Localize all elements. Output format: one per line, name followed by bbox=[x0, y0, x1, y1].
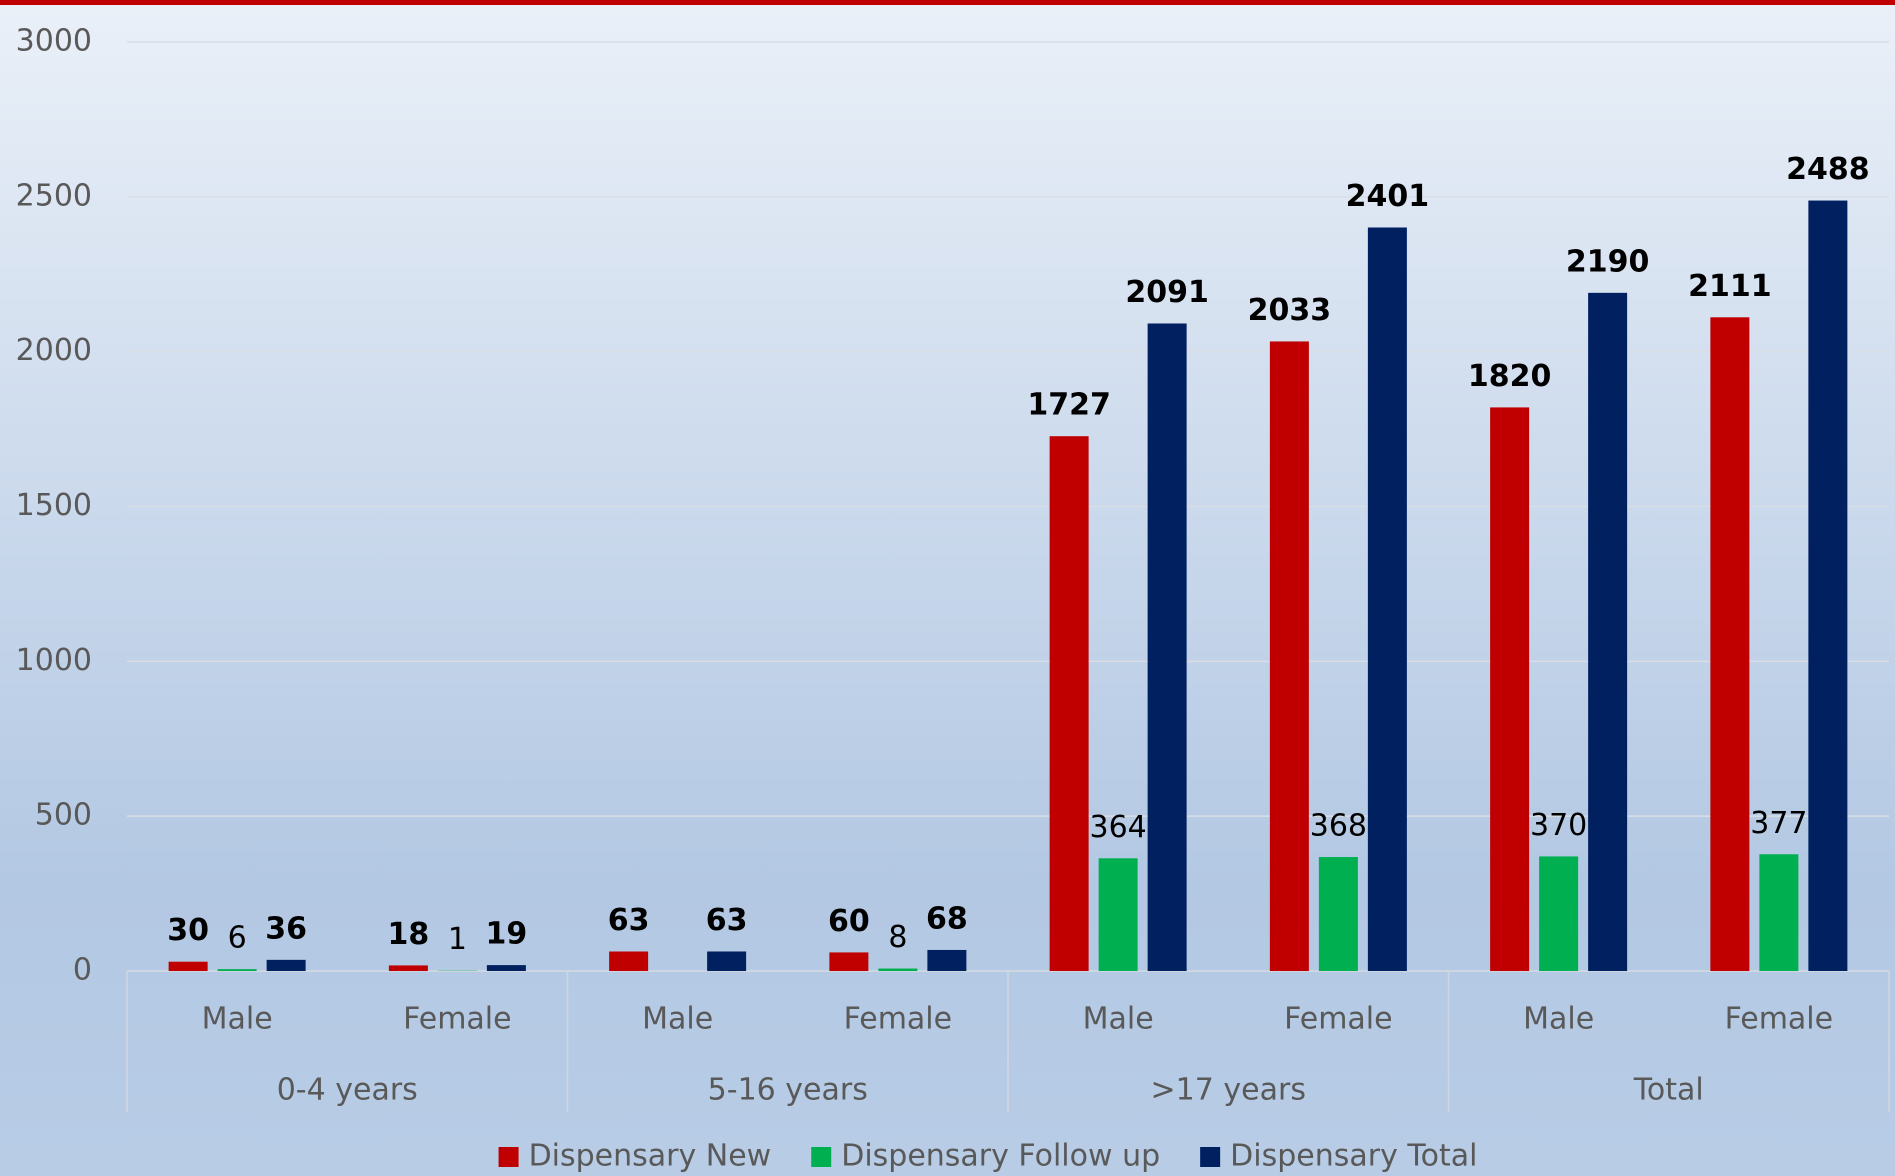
data-label: 2488 bbox=[1786, 152, 1870, 187]
legend-label: Dispensary Total bbox=[1230, 1139, 1477, 1174]
bar bbox=[1710, 317, 1750, 971]
data-label: 1820 bbox=[1468, 359, 1552, 394]
legend-swatch bbox=[498, 1147, 519, 1167]
bar bbox=[1049, 436, 1089, 971]
data-label: 68 bbox=[926, 901, 968, 936]
data-label: 6 bbox=[228, 921, 247, 956]
data-label: 368 bbox=[1310, 809, 1367, 844]
y-tick-label: 0 bbox=[73, 953, 92, 988]
bar bbox=[1539, 856, 1579, 971]
bar bbox=[168, 961, 208, 971]
data-label: 2401 bbox=[1346, 179, 1430, 214]
group-label: Total bbox=[1633, 1073, 1704, 1108]
bar bbox=[1808, 200, 1848, 972]
data-label: 18 bbox=[388, 917, 430, 952]
data-label: 36 bbox=[265, 911, 307, 946]
data-label: 19 bbox=[486, 917, 528, 952]
group-label: >17 years bbox=[1151, 1073, 1306, 1108]
data-label: 2190 bbox=[1566, 244, 1650, 279]
bar bbox=[1269, 341, 1309, 972]
data-label: 8 bbox=[888, 920, 907, 955]
bar bbox=[1098, 858, 1138, 971]
y-tick-label: 2500 bbox=[16, 178, 92, 213]
bar bbox=[878, 968, 918, 971]
bar bbox=[1367, 227, 1407, 971]
bar bbox=[707, 951, 747, 971]
data-label: 377 bbox=[1750, 806, 1807, 841]
data-label: 2111 bbox=[1688, 269, 1772, 304]
group-label: 0-4 years bbox=[277, 1073, 418, 1108]
group-label: 5-16 years bbox=[708, 1073, 868, 1108]
data-label: 60 bbox=[828, 904, 870, 939]
bar bbox=[1490, 407, 1530, 971]
bar bbox=[927, 949, 967, 971]
x-tick-label: Male bbox=[1083, 1002, 1154, 1037]
x-tick-label: Male bbox=[202, 1002, 273, 1037]
y-tick-label: 1000 bbox=[16, 643, 92, 678]
bar bbox=[1588, 292, 1628, 972]
top-rule bbox=[0, 0, 1895, 5]
y-tick-label: 500 bbox=[35, 798, 92, 833]
data-label: 2091 bbox=[1125, 275, 1209, 310]
bar bbox=[1318, 857, 1358, 971]
legend-label: Dispensary New bbox=[529, 1139, 772, 1174]
legend-swatch bbox=[1200, 1147, 1221, 1167]
data-label: 364 bbox=[1089, 810, 1146, 845]
bar bbox=[388, 965, 428, 971]
bar bbox=[829, 952, 869, 971]
data-label: 63 bbox=[706, 903, 748, 938]
bar bbox=[217, 969, 257, 971]
legend-swatch bbox=[811, 1147, 832, 1167]
legend-label: Dispensary Follow up bbox=[841, 1139, 1160, 1174]
x-tick-label: Female bbox=[1725, 1002, 1833, 1037]
bar bbox=[1759, 854, 1799, 971]
data-label: 63 bbox=[608, 903, 650, 938]
bar bbox=[1147, 323, 1187, 971]
bar bbox=[609, 951, 649, 971]
data-label: 2033 bbox=[1248, 293, 1332, 328]
data-label: 370 bbox=[1530, 808, 1587, 843]
data-label: 1727 bbox=[1027, 388, 1111, 423]
x-tick-label: Male bbox=[642, 1002, 713, 1037]
x-tick-label: Male bbox=[1523, 1002, 1594, 1037]
y-tick-label: 2000 bbox=[16, 333, 92, 368]
y-tick-label: 1500 bbox=[16, 488, 92, 523]
data-label: 30 bbox=[167, 913, 209, 948]
x-tick-label: Female bbox=[844, 1002, 952, 1037]
x-tick-label: Female bbox=[1284, 1002, 1392, 1037]
bar bbox=[266, 959, 306, 971]
x-tick-label: Female bbox=[403, 1002, 511, 1037]
data-label: 1 bbox=[448, 922, 467, 957]
y-tick-label: 3000 bbox=[16, 24, 92, 59]
bar bbox=[486, 965, 526, 971]
